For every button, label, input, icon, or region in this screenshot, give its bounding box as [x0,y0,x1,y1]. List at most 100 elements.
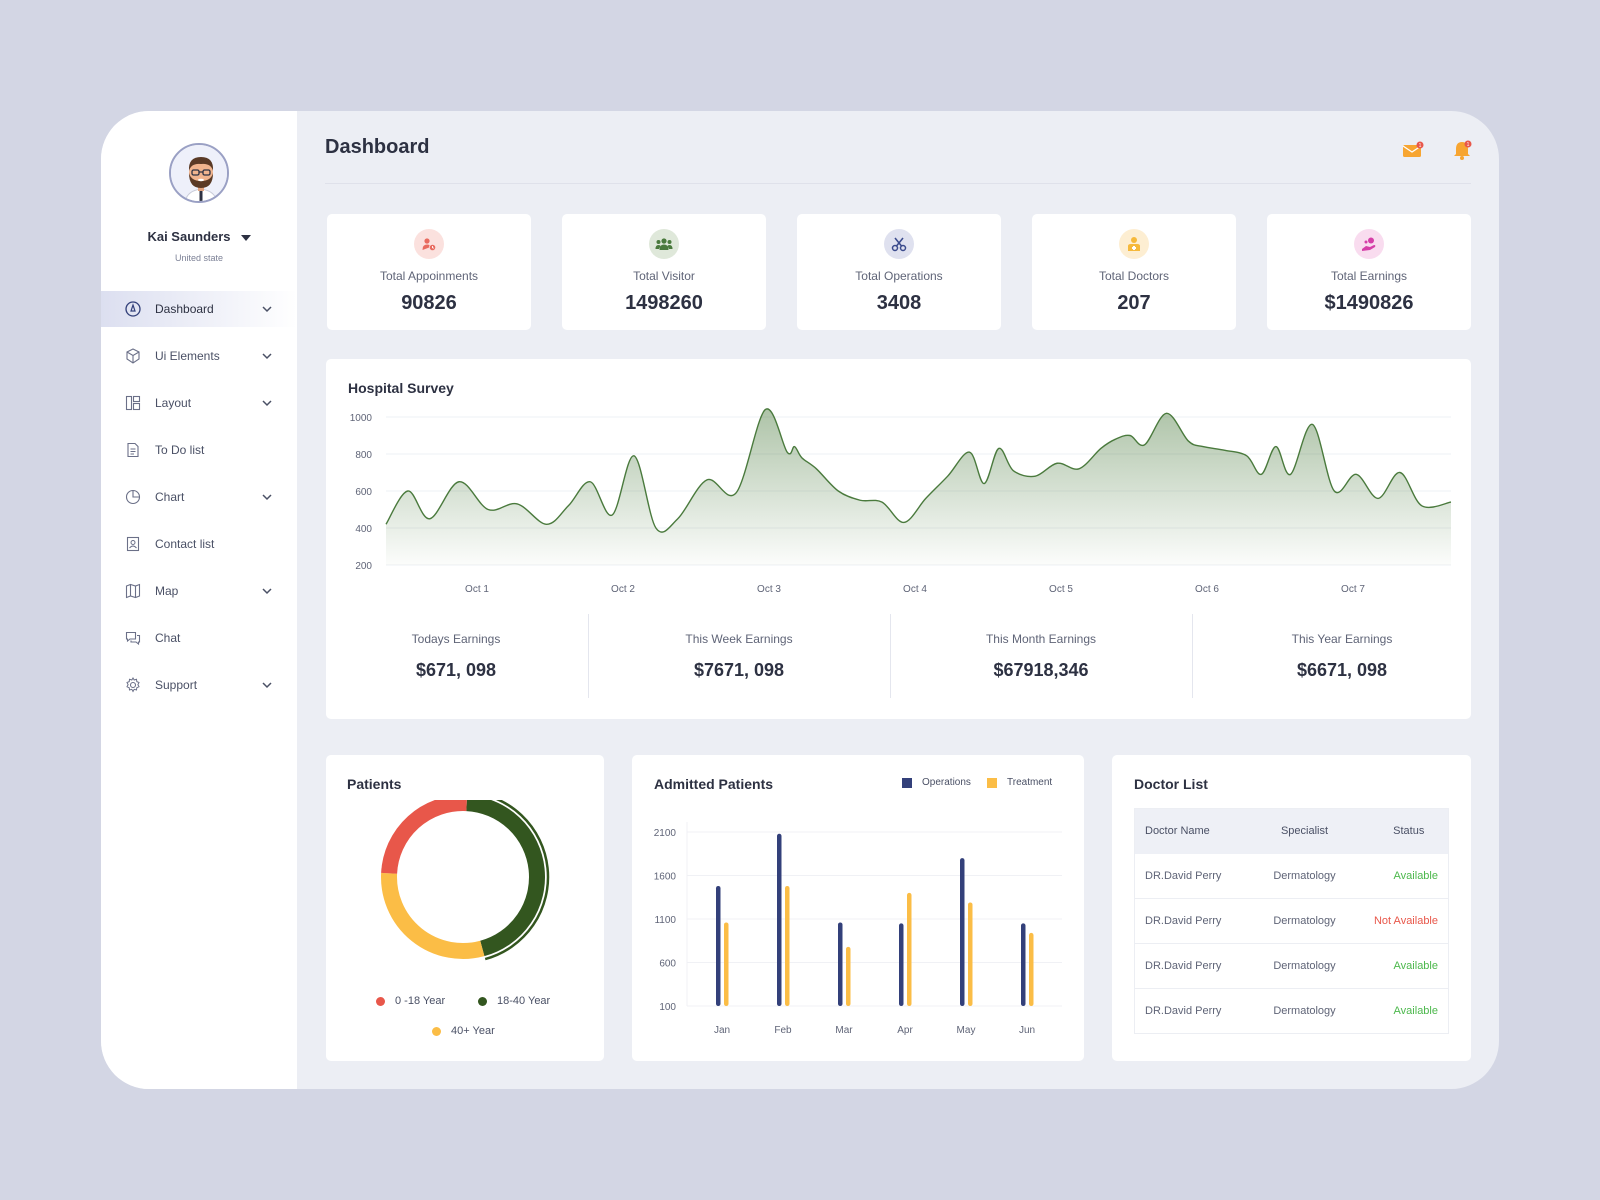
stat-card-appointments[interactable]: Total Appoinments 90826 [327,214,531,330]
doctor-specialist: Dermatology [1249,988,1360,1034]
sidebar-item-chart[interactable]: Chart [101,479,297,515]
sidebar-item-todo[interactable]: To Do list [101,432,297,468]
chevron-down-icon[interactable] [261,679,273,691]
earning-week: This Week Earnings $7671, 098 [588,614,890,698]
sidebar-item-layout[interactable]: Layout [101,385,297,421]
sidebar-item-support[interactable]: Support [101,667,297,703]
bar[interactable] [724,922,729,1006]
legend-item: 18-40 Year [478,995,550,1007]
bar[interactable] [1021,923,1026,1006]
bar[interactable] [777,833,782,1006]
hospital-survey-card: Hospital Survey 200 400 600 800 1000 Oct 1 Oct… [326,359,1471,719]
sidebar-item-label: Ui Elements [155,349,220,363]
doctor-table: Doctor Name Specialist Status DR.David P… [1134,808,1449,1034]
bar[interactable] [1029,932,1034,1006]
avatar[interactable] [169,143,229,203]
sidebar-item-label: Map [155,584,179,598]
legend-item: Operations [902,777,971,788]
bell-icon[interactable]: 1 [1452,139,1472,161]
sidebar-item-label: To Do list [155,443,205,457]
donut-slice[interactable] [381,872,485,959]
column-header[interactable]: Status [1359,808,1449,854]
doctor-status: Available [1359,988,1449,1034]
bar[interactable] [907,892,912,1006]
donut-slice[interactable] [381,800,467,874]
gear-icon [126,677,140,693]
stat-label: Total Doctors [1098,269,1170,283]
table-row[interactable]: DR.David Perry Dermatology Not Available [1134,898,1449,944]
stat-card-doctors[interactable]: Total Doctors 207 [1032,214,1236,330]
legend-label: Operations [922,777,971,788]
table-row[interactable]: DR.David Perry Dermatology Available [1134,853,1449,899]
doctor-status: Available [1359,853,1449,899]
chevron-down-icon[interactable] [261,491,273,503]
x-tick-label: Jan [714,1025,730,1036]
hospital-survey-chart[interactable]: 200 400 600 800 1000 Oct 1 Oct 2 Oct 3 Oct 4 Oct … [326,359,1471,609]
stat-value: $1490826 [1324,292,1414,314]
user-location: United state [174,253,224,263]
chevron-down-icon[interactable] [261,350,273,362]
admitted-patients-bar-chart[interactable]: 100 600 1100 1600 2100 Jan Feb Mar Apr May Jun [632,755,1084,1061]
card-title: Doctor List [1134,776,1208,792]
earning-value: $67918,346 [993,660,1089,680]
divider [890,614,891,698]
y-tick-label: 800 [355,450,372,461]
bar[interactable] [899,923,904,1006]
sidebar-item-label: Chart [155,490,185,504]
sidebar-item-chat[interactable]: Chat [101,620,297,656]
sidebar-item-dashboard[interactable]: Dashboard [101,291,297,327]
caret-down-icon[interactable] [240,234,251,241]
patients-donut-chart[interactable] [326,800,604,1000]
x-tick-label: Oct 5 [1049,584,1073,595]
map-icon [125,583,141,599]
legend-item: 40+ Year [432,1025,495,1037]
appointment-icon [414,229,444,259]
table-row[interactable]: DR.David Perry Dermatology Available [1134,943,1449,989]
stat-label: Total Earnings [1330,269,1408,283]
doctor-name: DR.David Perry [1134,943,1250,989]
y-tick-label: 1100 [654,915,676,926]
bar[interactable] [968,902,973,1006]
sidebar-item-label: Contact list [155,537,215,551]
doctor-status: Not Available [1359,898,1449,944]
card-title: Admitted Patients [654,776,774,792]
sidebar-item-ui-elements[interactable]: Ui Elements [101,338,297,374]
pie-chart-icon [125,489,141,505]
earning-month: This Month Earnings $67918,346 [890,614,1192,698]
user-name[interactable]: Kai Saunders [101,229,297,244]
legend-item: 0 -18 Year [376,995,445,1007]
sidebar-item-contact-list[interactable]: Contact list [101,526,297,562]
legend-swatch [987,777,997,788]
doctor-specialist: Dermatology [1249,898,1360,944]
sidebar-item-map[interactable]: Map [101,573,297,609]
table-row[interactable]: DR.David Perry Dermatology Available [1134,988,1449,1034]
stat-card-earnings[interactable]: Total Earnings $1490826 [1267,214,1471,330]
mail-icon[interactable]: 1 [1402,141,1424,159]
stat-card-visitors[interactable]: Total Visitor 1498260 [562,214,766,330]
column-header[interactable]: Doctor Name [1134,808,1250,854]
x-tick-label: Feb [774,1025,792,1036]
bar[interactable] [785,885,790,1006]
earnings-icon [1354,229,1384,259]
bar[interactable] [960,858,965,1006]
chevron-down-icon[interactable] [261,585,273,597]
column-header[interactable]: Specialist [1249,808,1360,854]
doctor-icon [1119,229,1149,259]
sidebar-item-label: Support [155,678,198,692]
x-tick-label: Jun [1019,1025,1035,1036]
stat-card-operations[interactable]: Total Operations 3408 [797,214,1001,330]
legend-item: Treatment [987,777,1052,788]
y-tick-label: 600 [355,487,372,498]
bar[interactable] [846,946,851,1006]
bar[interactable] [838,922,843,1006]
stat-value: 90826 [401,292,457,314]
x-tick-label: Oct 7 [1341,584,1365,595]
y-tick-label: 600 [659,959,676,970]
chevron-down-icon[interactable] [261,397,273,409]
chevron-down-icon[interactable] [261,303,273,315]
bar[interactable] [716,885,721,1006]
table-header-row: Doctor Name Specialist Status [1134,808,1449,854]
document-icon [127,442,139,458]
sidebar-item-label: Dashboard [155,302,214,316]
donut-slice[interactable] [466,800,545,957]
